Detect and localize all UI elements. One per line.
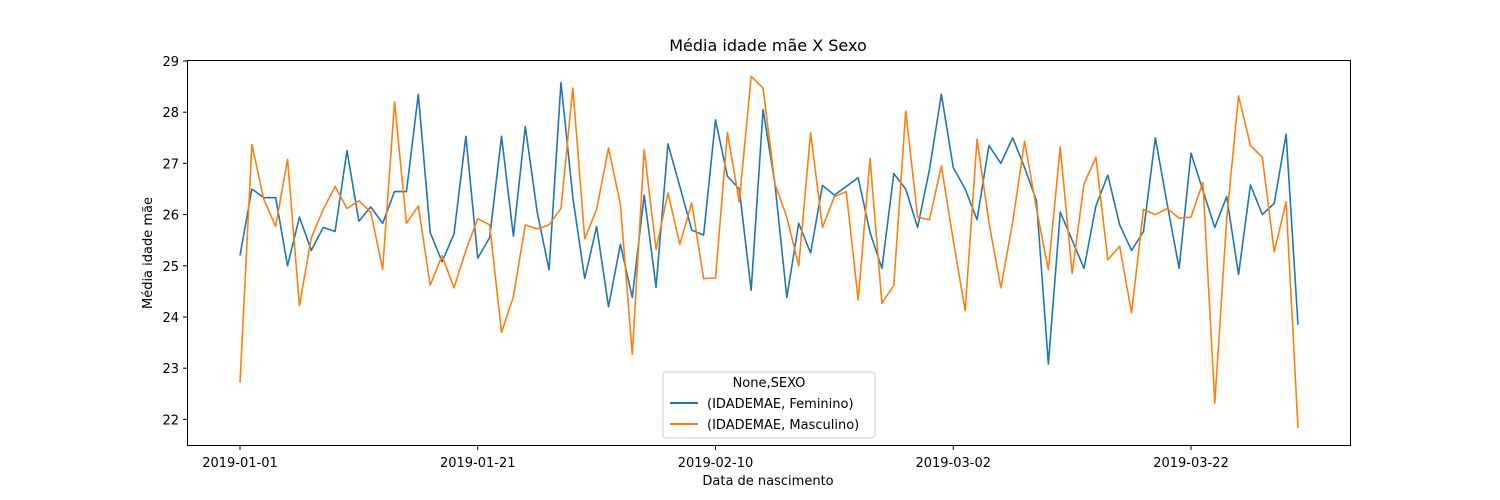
y-tick-label-5: 27 [162, 157, 179, 172]
plot-frame [187, 60, 1351, 446]
y-tick-label-6: 28 [162, 106, 179, 121]
y-axis: 22 23 24 25 26 27 28 29 [162, 55, 188, 428]
x-tick-label-3: 2019-03-02 [915, 456, 991, 471]
x-axis: 2019-01-01 2019-01-21 2019-02-10 2019-03-02… [202, 445, 1229, 471]
x-tick-label-4: 2019-03-22 [1153, 456, 1229, 471]
y-tick-label-2: 24 [162, 311, 179, 326]
legend-box [662, 371, 876, 439]
y-tick-label-0: 22 [162, 413, 179, 428]
y-tick-label-1: 23 [162, 362, 179, 377]
chart-title: Média idade mãe X Sexo [669, 36, 866, 55]
y-tick-label-7: 29 [162, 55, 179, 70]
x-tick-label-1: 2019-01-21 [440, 456, 516, 471]
x-tick-label-0: 2019-01-01 [202, 456, 278, 471]
legend: None,SEXO (IDADEMAE, Feminino) (IDADEMAE… [662, 371, 876, 439]
legend-title: None,SEXO [733, 376, 806, 391]
y-axis-label: Média idade mãe [141, 197, 156, 309]
y-tick-label-4: 26 [162, 209, 179, 224]
legend-label-masculino: (IDADEMAE, Masculino) [707, 418, 859, 433]
series-line-0 [239, 81, 1299, 365]
y-tick-label-3: 25 [162, 260, 179, 275]
plot-area [239, 75, 1299, 429]
x-tick-label-2: 2019-02-10 [678, 456, 754, 471]
series-line-1 [239, 75, 1299, 429]
legend-label-feminino: (IDADEMAE, Feminino) [707, 397, 854, 412]
x-axis-label: Data de nascimento [702, 474, 833, 489]
